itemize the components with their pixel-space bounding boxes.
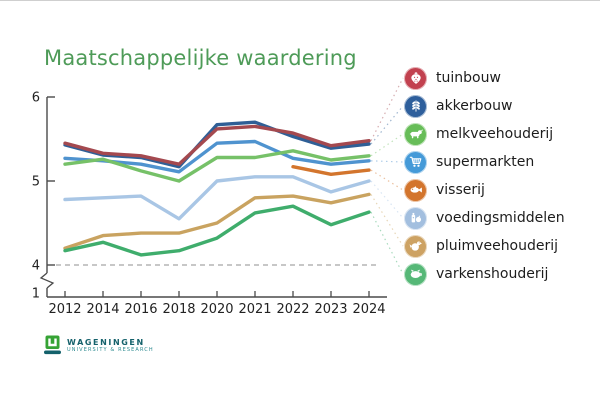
x-tick-label-2024: 2024	[352, 302, 385, 317]
series-line-melkveehouderij	[63, 149, 371, 183]
series-line-voedingsmiddelen	[63, 175, 371, 221]
leader-line-akkerbouw	[370, 105, 404, 145]
x-tick-label-2020: 2020	[200, 302, 233, 317]
legend-item-tuinbouw: tuinbouw	[404, 66, 501, 90]
legend-item-supermarkten: supermarkten	[404, 150, 534, 174]
x-tick-label-2014: 2014	[86, 302, 119, 317]
y-tick-label-1: 1	[32, 287, 40, 302]
strawberry-icon	[404, 66, 427, 90]
wheat-icon	[404, 94, 427, 118]
series-line-varkenshouderij	[63, 204, 371, 257]
leader-line-pluimveehouderij	[370, 194, 404, 247]
leader-line-visserij	[370, 169, 404, 191]
legend-label: visserij	[436, 182, 485, 198]
y-tick-label-5: 5	[32, 175, 40, 190]
x-tick-label-2022: 2022	[276, 302, 309, 317]
legend-label: akkerbouw	[436, 98, 513, 114]
leader-line-supermarkten	[370, 160, 404, 163]
legend-label: pluimveehouderij	[436, 238, 559, 254]
legend-item-visserij: visserij	[404, 178, 485, 202]
x-tick-label-2021: 2021	[238, 302, 271, 317]
legend-item-varkenshouderij: varkenshouderij	[404, 262, 548, 286]
series-line-visserij	[291, 164, 371, 177]
groceries-icon	[404, 206, 427, 230]
fish-icon	[404, 178, 427, 202]
top-divider	[0, 0, 600, 1]
x-tick-label-2018: 2018	[162, 302, 195, 317]
wageningen-logo-text: WAGENINGEN UNIVERSITY & RESEARCH	[67, 335, 154, 354]
chart-title: Maatschappelijke waardering	[44, 46, 357, 70]
legend-label: varkenshouderij	[436, 266, 549, 282]
x-tick-label-2012: 2012	[48, 302, 81, 317]
y-axis-break	[39, 272, 55, 289]
wageningen-logo: WAGENINGEN UNIVERSITY & RESEARCH	[44, 335, 154, 357]
series-line-tuinbouw	[63, 124, 371, 166]
x-tick-label-2023: 2023	[314, 302, 347, 317]
chicken-icon	[404, 234, 427, 258]
cow-icon	[404, 122, 427, 146]
legend-label: voedingsmiddelen	[436, 210, 565, 226]
leader-line-tuinbouw	[370, 77, 404, 141]
legend-label: supermarkten	[436, 154, 535, 170]
pig-icon	[404, 262, 427, 286]
wageningen-logo-mark	[44, 335, 61, 355]
series-line-pluimveehouderij	[63, 192, 371, 250]
y-tick-label-4: 4	[32, 259, 40, 274]
legend-item-voedingsmiddelen: voedingsmiddelen	[404, 206, 565, 230]
logo-line-1: WAGENINGEN	[67, 338, 145, 347]
cart-icon	[404, 150, 427, 174]
x-tick-label-2016: 2016	[124, 302, 157, 317]
legend-item-akkerbouw: akkerbouw	[404, 94, 512, 118]
legend-item-melkveehouderij: melkveehouderij	[404, 122, 553, 146]
legend-label: tuinbouw	[436, 70, 501, 86]
leader-line-voedingsmiddelen	[370, 180, 404, 219]
logo-line-2: UNIVERSITY & RESEARCH	[67, 347, 154, 353]
legend-item-pluimveehouderij: pluimveehouderij	[404, 234, 558, 258]
legend-label: melkveehouderij	[436, 126, 554, 142]
y-tick-label-6: 6	[32, 91, 40, 106]
leader-line-melkveehouderij	[370, 133, 404, 157]
